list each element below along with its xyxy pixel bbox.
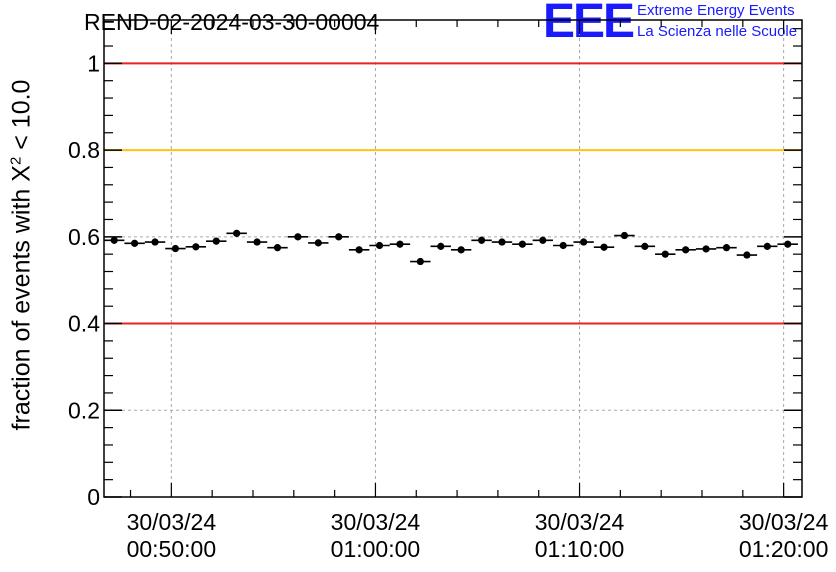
x-tick-label-date-3: 30/03/24 — [739, 509, 829, 535]
data-point — [212, 237, 220, 245]
x-tick-label-time-2: 01:10:00 — [535, 536, 625, 562]
y-tick-label-1: 0.2 — [68, 397, 100, 423]
data-point — [192, 243, 200, 251]
data-point — [416, 257, 424, 266]
data-point — [518, 240, 526, 248]
x-tick-label-date-0: 30/03/24 — [127, 509, 217, 535]
data-point — [253, 238, 261, 246]
chart-title: REND-02-2024-03-30-00004 — [84, 9, 380, 35]
x-tick-label-time-3: 01:20:00 — [739, 536, 829, 562]
data-point — [682, 246, 690, 254]
data-point — [273, 244, 282, 252]
data-point — [110, 236, 118, 244]
data-point — [131, 239, 139, 247]
data-point — [722, 244, 731, 252]
data-point — [437, 242, 445, 250]
data-point — [233, 229, 241, 237]
y-tick-label-3: 0.6 — [68, 224, 100, 250]
data-point — [620, 231, 629, 240]
data-point — [457, 246, 465, 254]
data-point — [661, 250, 669, 258]
x-tick-label-time-1: 01:00:00 — [331, 536, 421, 562]
x-tick-label-time-0: 00:50:00 — [127, 536, 217, 562]
y-tick-label-4: 0.8 — [68, 137, 100, 163]
data-point — [559, 241, 567, 250]
data-point — [294, 233, 302, 241]
data-point — [335, 233, 343, 241]
eee-logo-line1: Extreme Energy Events — [637, 2, 795, 19]
data-point — [314, 239, 322, 247]
data-point — [641, 242, 649, 250]
data-point — [743, 251, 751, 259]
data-point — [539, 236, 547, 244]
plot-frame — [103, 19, 803, 498]
y-tick-label-0: 0 — [87, 484, 100, 510]
eee-logo-line2: La Scienza nelle Scuole — [637, 23, 798, 40]
data-point — [396, 240, 404, 248]
data-point — [763, 242, 771, 250]
x-tick-label-date-1: 30/03/24 — [331, 509, 421, 535]
data-point — [151, 238, 159, 246]
data-point — [498, 238, 506, 246]
data-point — [702, 245, 710, 253]
data-point — [580, 238, 588, 246]
y-tick-label-5: 1 — [87, 50, 100, 76]
data-point — [375, 241, 384, 250]
data-point — [600, 243, 608, 251]
y-tick-label-2: 0.4 — [68, 311, 100, 337]
data-point — [477, 236, 486, 244]
data-point — [355, 246, 363, 254]
data-point — [171, 244, 180, 253]
x-tick-label-date-2: 30/03/24 — [535, 509, 625, 535]
eee-logo-mark: EEE — [543, 0, 635, 48]
data-point — [784, 240, 792, 248]
